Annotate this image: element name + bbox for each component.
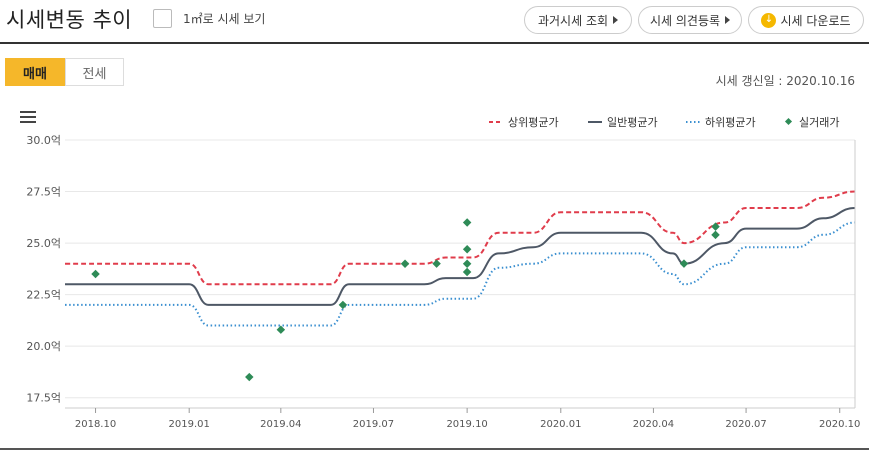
y-tick-label: 25.0억 [26, 237, 61, 250]
per-sqm-toggle[interactable]: 1㎡로 시세 보기 [153, 9, 265, 28]
x-tick-label: 2019.01 [169, 419, 210, 430]
x-tick-label: 2020.10 [819, 419, 860, 430]
bottom-divider [0, 448, 869, 450]
caret-right-icon [613, 16, 619, 24]
x-tick-label: 2018.10 [75, 419, 116, 430]
y-tick-label: 30.0억 [26, 134, 61, 147]
x-tick-label: 2020.01 [540, 419, 581, 430]
trade-point [400, 259, 410, 268]
legend-upper-label: 상위평균가 [508, 116, 559, 129]
x-tick-label: 2019.07 [353, 419, 394, 430]
trade-point [462, 218, 472, 227]
x-tick-label: 2020.07 [725, 419, 766, 430]
opinion-register-label: 시세 의견등록 [649, 13, 721, 28]
trade-point [245, 372, 254, 382]
opinion-register-button[interactable]: 시세 의견등록 [638, 6, 742, 34]
trade-point [679, 259, 689, 268]
trade-point [432, 259, 441, 268]
page-title: 시세변동 추이 [6, 8, 133, 32]
tab-jeonse[interactable]: 전세 [65, 58, 124, 86]
tab-sale[interactable]: 매매 [5, 58, 65, 86]
legend-trade-label: 실거래가 [799, 116, 839, 129]
chart-legend: 상위평균가 일반평균가 하위평균가 실거래가 [489, 115, 839, 129]
x-tick-label: 2020.04 [633, 419, 674, 430]
header-bar: 시세변동 추이 1㎡로 시세 보기 과거시세 조회 시세 의견등록 ↓ 시세 다… [0, 0, 869, 44]
trade-point [711, 230, 720, 240]
legend-general-label: 일반평균가 [607, 115, 658, 129]
y-tick-label: 27.5억 [26, 186, 61, 199]
update-date: 시세 갱신일 : 2020.10.16 [715, 74, 855, 88]
past-price-label: 과거시세 조회 [537, 13, 609, 28]
chart-grid [65, 139, 855, 399]
x-tick-label: 2019.04 [260, 419, 301, 430]
legend-trade-swatch [784, 117, 793, 126]
chart-axes: 30.0억 27.5억 25.0억 22.5억 20.0억 17.5억 2018.10 201… [26, 134, 860, 430]
download-icon: ↓ [761, 12, 777, 28]
trade-point [338, 300, 348, 310]
general-average-line [64, 207, 856, 306]
deal-type-tabs: 매매 전세 [5, 58, 124, 86]
y-tick-label: 22.5억 [26, 289, 61, 302]
per-sqm-label: 1㎡로 시세 보기 [183, 12, 266, 26]
trade-point [711, 222, 720, 231]
chart-series [64, 190, 856, 327]
caret-right-icon [725, 16, 731, 24]
per-sqm-checkbox[interactable] [153, 9, 172, 28]
trade-point [462, 245, 472, 254]
download-button[interactable]: ↓ 시세 다운로드 [748, 6, 864, 34]
menu-icon[interactable] [20, 111, 36, 123]
lower-average-line [65, 221, 856, 327]
trade-point [276, 325, 286, 334]
upper-average-line [64, 190, 856, 286]
trade-point [91, 269, 100, 279]
y-tick-label: 20.0억 [26, 340, 61, 353]
legend-lower-label: 하위평균가 [705, 115, 756, 129]
y-tick-label: 17.5억 [26, 392, 61, 405]
past-price-button[interactable]: 과거시세 조회 [524, 6, 632, 34]
trade-point [462, 259, 472, 268]
x-tick-label: 2019.10 [446, 419, 487, 430]
download-label: 시세 다운로드 [780, 13, 851, 28]
trade-point [462, 267, 472, 277]
